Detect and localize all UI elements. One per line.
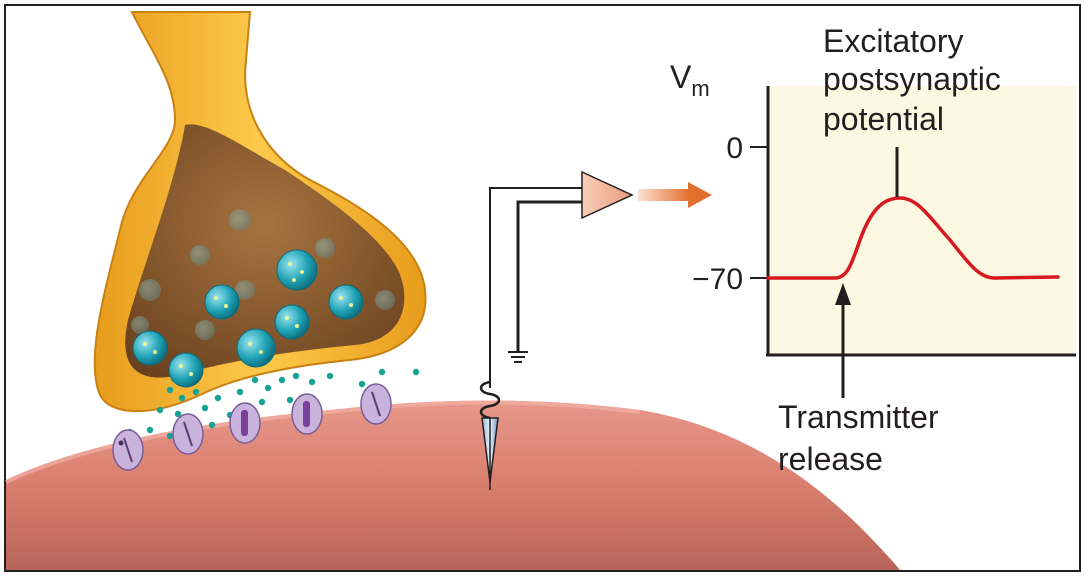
epsp-label-line1: Excitatory [823, 23, 963, 59]
synaptic-vesicles [132, 249, 364, 388]
tick-label-zero: 0 [726, 132, 743, 165]
epsp-label-line3: potential [823, 101, 944, 137]
graph-plot-area [768, 86, 1076, 354]
amplifier-icon [581, 170, 634, 220]
vesicle [276, 249, 318, 291]
vesicle [274, 304, 310, 340]
receptor [112, 429, 144, 471]
ground-icon [508, 351, 528, 363]
receptor [229, 402, 261, 444]
figure-border [4, 4, 1081, 572]
recording-graph: 0 −70 Vm [670, 59, 1076, 357]
release-label-line2: release [778, 441, 883, 477]
recording-wires [489, 187, 582, 388]
epsp-annotation: Excitatory postsynaptic potential [823, 23, 1001, 197]
epsp-trace [766, 196, 1060, 280]
vesicle [328, 284, 364, 320]
vesicle [204, 284, 240, 320]
receptor [172, 413, 204, 455]
background-vesicles [131, 209, 395, 340]
signal-arrow-icon [638, 182, 712, 208]
y-axis-label-main: V [670, 59, 692, 95]
receptor [360, 383, 392, 425]
tick-label-minus-70: −70 [692, 263, 743, 296]
postsynaptic-membrane-highlight [5, 400, 641, 484]
release-annotation: Transmitter release [778, 283, 939, 477]
release-arrow-head-icon [835, 283, 851, 305]
y-axis-label-subscript: m [691, 76, 709, 101]
y-axis-label: Vm [670, 59, 710, 101]
tick-minus-70: −70 [692, 263, 768, 296]
electrode-icon [479, 380, 501, 490]
postsynaptic-cell [6, 400, 900, 570]
vesicle [132, 330, 168, 366]
epsp-label-line2: postsynaptic [823, 61, 1001, 97]
receptor [291, 393, 323, 435]
tick-zero: 0 [726, 132, 768, 165]
vesicle [236, 328, 276, 368]
postsynaptic-receptors [112, 383, 392, 471]
vesicle [168, 352, 204, 388]
release-label-line1: Transmitter [778, 399, 939, 435]
